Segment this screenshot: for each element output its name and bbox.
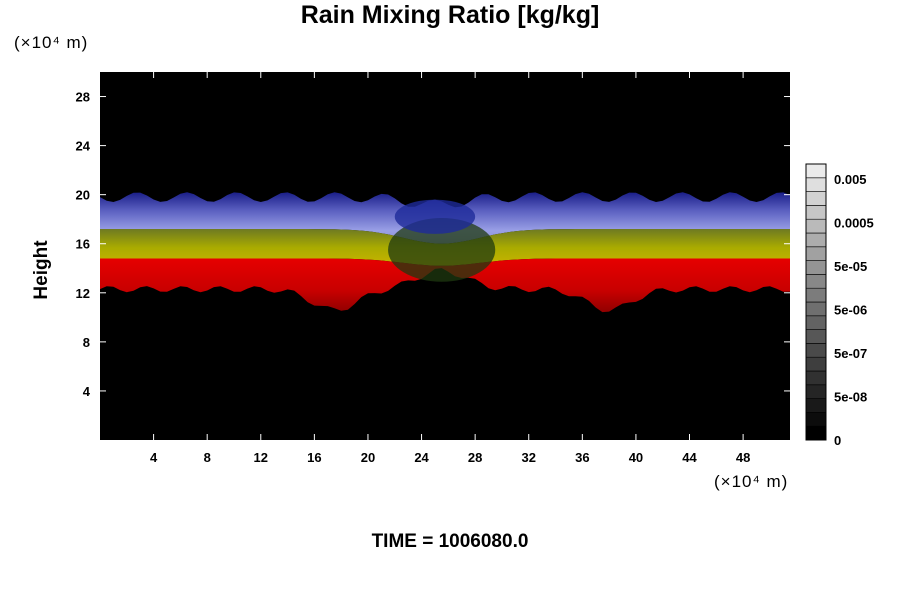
colorbar-level (805, 246, 827, 261)
colorbar-label: 5e-06 (834, 303, 867, 318)
x-tick-label: 48 (736, 450, 750, 465)
colorbar-frame (805, 163, 827, 441)
y-tick-label: 16 (76, 237, 90, 252)
time-annotation: TIME = 1006080.0 (371, 531, 529, 552)
y-tick-label: 8 (83, 335, 90, 350)
colorbar-level (805, 232, 827, 248)
y-tick-label: 28 (76, 90, 90, 105)
y-tick-label: 24 (76, 139, 91, 154)
colorbar-label: 5e-07 (834, 346, 867, 361)
y-tick-label: 20 (76, 188, 90, 203)
colorbar-level (805, 205, 827, 220)
colorbar-label: 0.0005 (834, 216, 874, 231)
colorbar-label: 5e-08 (834, 390, 867, 405)
colorbar-level (805, 301, 827, 317)
x-tick-label: 28 (468, 450, 482, 465)
colorbar-label: 0.005 (834, 172, 867, 187)
upper-core (394, 199, 476, 234)
colorbar-level (805, 384, 827, 399)
y-unit-label: (×10⁴ m) (14, 33, 89, 52)
x-tick-label: 4 (150, 450, 158, 465)
y-tick-label: 12 (76, 286, 90, 301)
heatmap-field (100, 192, 790, 313)
y-tick-label: 4 (83, 384, 91, 399)
x-tick-label: 12 (254, 450, 268, 465)
colorbar-label: 5e-05 (834, 259, 867, 274)
colorbar-level (805, 287, 827, 303)
chart-title: Rain Mixing Ratio [kg/kg] (300, 1, 600, 29)
colorbar-level (805, 315, 827, 330)
x-tick-label: 36 (575, 450, 589, 465)
red-band (100, 258, 790, 313)
convective-core (388, 217, 496, 282)
colorbar-level (805, 191, 827, 206)
colorbar-level (805, 218, 827, 234)
x-tick-label: 16 (307, 450, 321, 465)
colorbar-level (805, 425, 827, 441)
colorbar-level (805, 177, 827, 192)
x-tick-label: 32 (522, 450, 536, 465)
colorbar-level (805, 370, 827, 386)
colorbar-level (805, 398, 827, 413)
colorbar-level (805, 274, 827, 289)
colorbar-level (805, 356, 827, 372)
colorbar-level (805, 260, 827, 275)
colorbar-label: 0 (834, 433, 841, 448)
colorbar-level (805, 343, 827, 358)
x-tick-label: 8 (204, 450, 211, 465)
x-tick-label: 44 (682, 450, 697, 465)
x-unit-label: (×10⁴ m) (714, 472, 789, 491)
x-tick-label: 40 (629, 450, 643, 465)
colorbar-level (805, 163, 827, 179)
plot-area (100, 72, 790, 440)
x-tick-label: 20 (361, 450, 375, 465)
x-tick-label: 24 (414, 450, 429, 465)
colorbar-level (805, 329, 827, 344)
colorbar-level (805, 412, 827, 427)
